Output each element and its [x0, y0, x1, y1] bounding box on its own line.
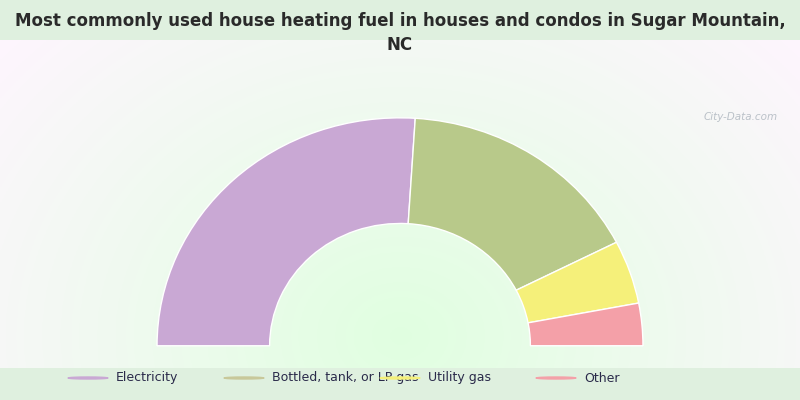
- Text: Other: Other: [584, 372, 619, 384]
- Wedge shape: [516, 242, 638, 323]
- Text: Electricity: Electricity: [116, 372, 178, 384]
- Text: Utility gas: Utility gas: [428, 372, 491, 384]
- Circle shape: [224, 377, 264, 379]
- Circle shape: [380, 377, 420, 379]
- Wedge shape: [408, 118, 617, 290]
- Text: Bottled, tank, or LP gas: Bottled, tank, or LP gas: [272, 372, 418, 384]
- Wedge shape: [157, 118, 415, 346]
- Text: City-Data.com: City-Data.com: [704, 112, 778, 122]
- Wedge shape: [528, 303, 643, 346]
- Circle shape: [68, 377, 108, 379]
- Circle shape: [536, 377, 576, 379]
- Text: Most commonly used house heating fuel in houses and condos in Sugar Mountain,
NC: Most commonly used house heating fuel in…: [14, 12, 786, 54]
